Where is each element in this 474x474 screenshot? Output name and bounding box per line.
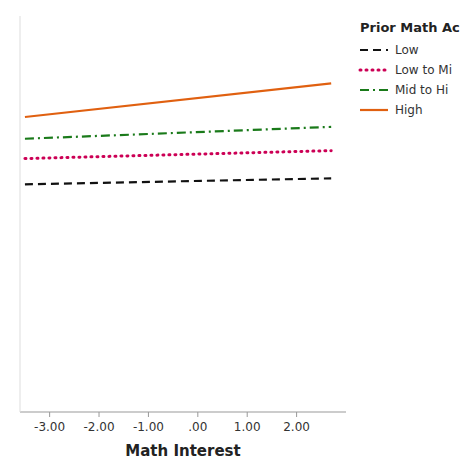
x-tick: [197, 412, 198, 417]
legend-label: Mid to Hi: [395, 83, 448, 97]
x-tick-label: .00: [188, 420, 207, 434]
legend-swatch: [360, 69, 388, 72]
legend-swatch: [360, 49, 388, 51]
legend-swatch: [360, 89, 388, 91]
legend-swatch: [360, 109, 388, 111]
chart: -3.00 -2.00 -1.00 .00 1.00 2.00 Math Interest P…: [0, 0, 474, 474]
x-tick: [247, 412, 248, 417]
background: [0, 0, 474, 474]
legend: Prior Math Ac Low Low to Mi Mid to Hi High: [360, 20, 460, 117]
x-tick: [99, 412, 100, 417]
x-tick-label: 2.00: [283, 420, 310, 434]
legend-label: Low: [395, 43, 419, 57]
x-tick-label: 1.00: [234, 420, 261, 434]
x-tick: [148, 412, 149, 417]
legend-label: Low to Mi: [395, 63, 452, 77]
series-line: [25, 151, 331, 159]
plot-area: [25, 83, 331, 184]
x-axis-label: Math Interest: [125, 442, 240, 460]
x-tick-label: -1.00: [133, 420, 164, 434]
series-line: [25, 127, 331, 139]
x-tick: [49, 412, 50, 417]
x-tick: [296, 412, 297, 417]
x-tick-label: -2.00: [83, 420, 114, 434]
series-line: [25, 83, 331, 117]
legend-label: High: [395, 103, 423, 117]
legend-title: Prior Math Ac: [360, 20, 460, 35]
x-tick-label: -3.00: [34, 420, 65, 434]
series-line: [25, 178, 331, 184]
y-axis-line: [20, 16, 21, 412]
